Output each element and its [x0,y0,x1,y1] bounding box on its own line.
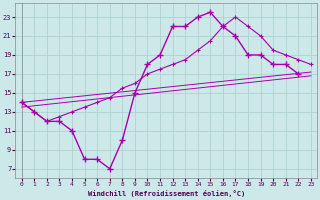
X-axis label: Windchill (Refroidissement éolien,°C): Windchill (Refroidissement éolien,°C) [88,190,245,197]
